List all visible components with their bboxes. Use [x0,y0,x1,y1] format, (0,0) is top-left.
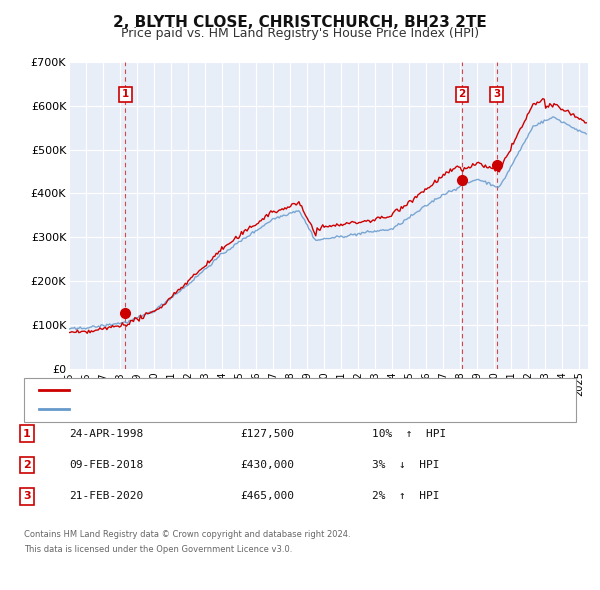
Text: 21-FEB-2020: 21-FEB-2020 [69,491,143,501]
Text: 2, BLYTH CLOSE, CHRISTCHURCH, BH23 2TE (detached house): 2, BLYTH CLOSE, CHRISTCHURCH, BH23 2TE (… [75,385,398,395]
Text: 2: 2 [23,460,31,470]
Text: This data is licensed under the Open Government Licence v3.0.: This data is licensed under the Open Gov… [24,545,292,554]
Text: £465,000: £465,000 [240,491,294,501]
Text: 1: 1 [122,89,129,99]
Text: 09-FEB-2018: 09-FEB-2018 [69,460,143,470]
Text: HPI: Average price, detached house, Bournemouth Christchurch and Poole: HPI: Average price, detached house, Bour… [75,405,463,414]
Text: £127,500: £127,500 [240,429,294,438]
Text: Price paid vs. HM Land Registry's House Price Index (HPI): Price paid vs. HM Land Registry's House … [121,27,479,40]
Text: 2: 2 [458,89,466,99]
Text: 2, BLYTH CLOSE, CHRISTCHURCH, BH23 2TE: 2, BLYTH CLOSE, CHRISTCHURCH, BH23 2TE [113,15,487,30]
Text: 3: 3 [493,89,500,99]
Text: 2%  ↑  HPI: 2% ↑ HPI [372,491,439,501]
Text: £430,000: £430,000 [240,460,294,470]
Text: Contains HM Land Registry data © Crown copyright and database right 2024.: Contains HM Land Registry data © Crown c… [24,530,350,539]
Text: 1: 1 [23,429,31,438]
Text: 24-APR-1998: 24-APR-1998 [69,429,143,438]
Text: 3: 3 [23,491,31,501]
Text: 3%  ↓  HPI: 3% ↓ HPI [372,460,439,470]
Text: 10%  ↑  HPI: 10% ↑ HPI [372,429,446,438]
